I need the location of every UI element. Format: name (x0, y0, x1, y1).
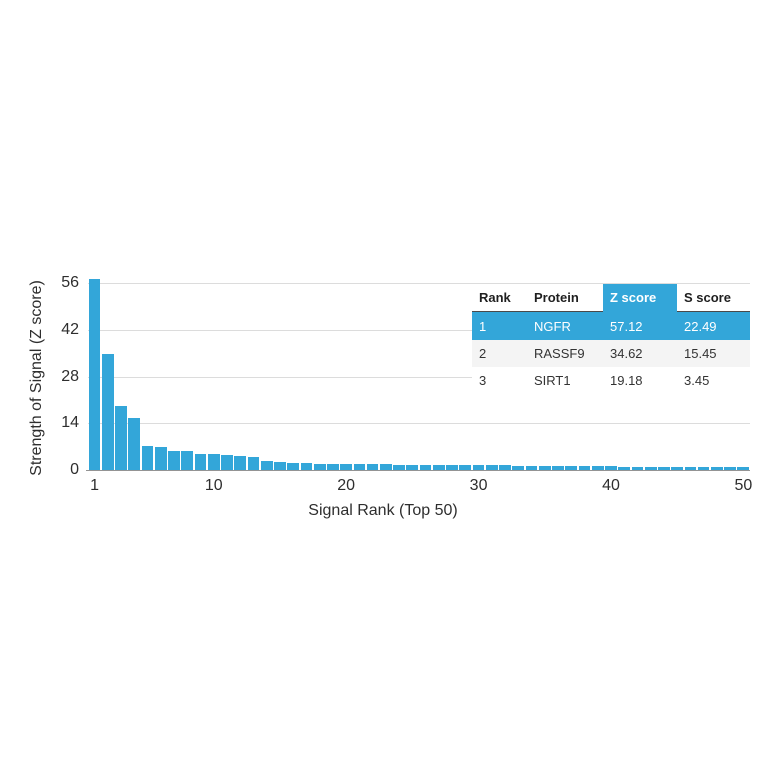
cell-z-score: 34.62 (610, 346, 643, 361)
bar-rank-32 (499, 465, 511, 470)
bar-rank-13 (247, 456, 260, 470)
bar-rank-16 (287, 462, 300, 470)
bar-rank-4 (128, 418, 141, 470)
bar-rank-1 (88, 279, 101, 470)
cell-z-score: 19.18 (610, 373, 643, 388)
table-row: 2 RASSF9 34.62 15.45 (472, 340, 750, 367)
header-rank: Rank (472, 284, 527, 312)
x-tick-label: 50 (734, 477, 753, 494)
bar-rank-8 (181, 450, 194, 470)
bar-rank-15 (274, 462, 286, 470)
bar-rank-38 (578, 466, 591, 470)
bar-rank-6 (154, 446, 167, 470)
bar-rank-27 (432, 464, 445, 470)
y-tick-label: 0 (70, 461, 79, 478)
cell-z-score: 57.12 (610, 318, 643, 334)
cell-s-score: 22.49 (684, 318, 717, 334)
bar-rank-14 (260, 461, 273, 470)
bar-rank-34 (525, 465, 538, 470)
x-axis-line (86, 470, 750, 471)
bar-rank-3 (115, 405, 127, 470)
cell-protein: RASSF9 (534, 346, 585, 361)
cell-protein: SIRT1 (534, 373, 571, 388)
x-tick-label: 30 (469, 477, 488, 494)
y-axis-title: Strength of Signal (Z score) (28, 280, 45, 476)
cell-rank: 2 (479, 346, 487, 361)
top-proteins-table: Rank Protein Z score S score 1 NGFR 57.1… (472, 284, 750, 394)
y-tick-label: 28 (61, 367, 79, 385)
bar-rank-41 (618, 466, 631, 470)
bar-rank-18 (313, 463, 326, 470)
bar-rank-11 (221, 454, 233, 470)
table-header-row: Rank Protein Z score S score (472, 284, 750, 312)
x-tick-label: 1 (90, 477, 100, 494)
bar-rank-49 (724, 466, 736, 470)
gridline-y-14 (88, 423, 750, 425)
bar-rank-22 (366, 464, 379, 470)
gridline-y-28 (88, 376, 750, 378)
bar-rank-21 (353, 463, 366, 470)
bar-rank-12 (234, 456, 247, 470)
bar-rank-25 (406, 464, 419, 470)
cell-protein: NGFR (534, 318, 571, 334)
gridline-y-56 (88, 283, 750, 284)
table-row: 1 NGFR 57.12 22.49 (472, 312, 750, 340)
bar-rank-19 (327, 463, 339, 470)
gridline-y-42 (88, 329, 750, 331)
header-s-score: S score (677, 284, 750, 312)
bar-rank-30 (472, 465, 485, 470)
bar-rank-5 (141, 445, 154, 470)
bar-rank-44 (658, 466, 670, 470)
y-tick-label: 56 (61, 274, 79, 291)
table-row: 3 SIRT1 19.18 3.45 (472, 367, 750, 394)
bar-rank-46 (684, 466, 697, 470)
bar-rank-28 (446, 464, 458, 470)
bar-rank-40 (605, 466, 617, 470)
x-tick-label: 20 (337, 477, 356, 494)
bar-rank-37 (565, 465, 578, 470)
bar-rank-26 (419, 464, 432, 470)
bar-rank-9 (194, 453, 207, 470)
x-axis-title: Signal Rank (Top 50) (308, 502, 458, 519)
cell-rank: 1 (479, 318, 487, 334)
cell-rank: 3 (479, 373, 487, 388)
header-protein: Protein (527, 284, 603, 312)
bar-rank-35 (538, 465, 551, 470)
x-tick-label: 40 (602, 477, 620, 494)
bar-rank-31 (485, 465, 498, 470)
y-tick-label: 14 (61, 414, 79, 432)
bar-rank-45 (671, 466, 683, 470)
x-tick-label: 10 (204, 477, 223, 494)
bar-rank-23 (379, 464, 392, 470)
bar-rank-2 (101, 354, 114, 470)
bar-rank-50 (737, 466, 750, 470)
bar-rank-43 (644, 466, 657, 470)
bar-rank-36 (552, 465, 564, 470)
bar-rank-39 (591, 466, 604, 470)
bar-rank-42 (631, 466, 644, 470)
bar-rank-48 (710, 466, 723, 470)
header-z-score: Z score (603, 284, 677, 312)
bar-rank-7 (168, 450, 180, 470)
cell-s-score: 15.45 (684, 346, 717, 361)
y-tick-label: 42 (61, 320, 79, 338)
bar-rank-29 (459, 464, 472, 470)
bar-rank-47 (697, 466, 710, 470)
bar-rank-17 (300, 463, 313, 470)
bar-rank-20 (340, 463, 352, 470)
bar-rank-10 (207, 454, 220, 470)
cell-s-score: 3.45 (684, 373, 710, 388)
bar-rank-24 (393, 464, 405, 470)
bar-rank-33 (512, 465, 525, 470)
